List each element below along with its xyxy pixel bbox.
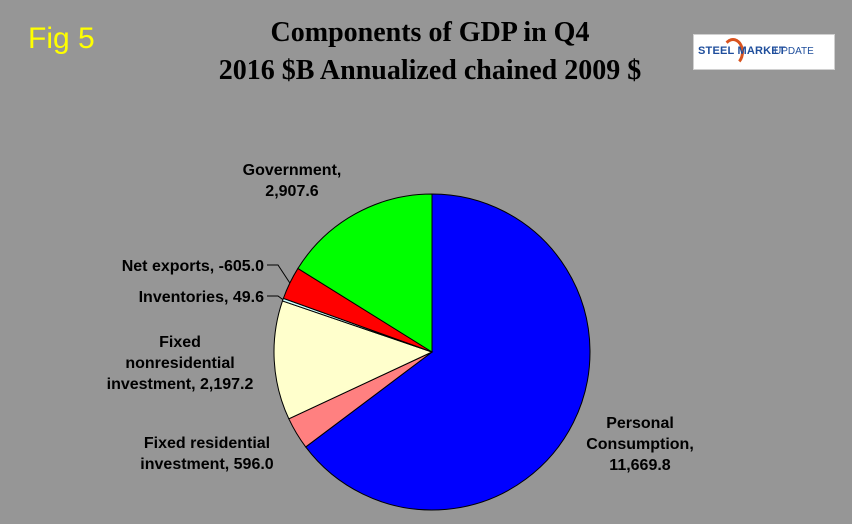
leader-line-3: [267, 295, 284, 301]
slice-label-1-line-1: investment, 596.0: [140, 456, 274, 473]
slice-label-0-line-0: Personal: [606, 415, 674, 432]
leader-line-4: [267, 264, 291, 284]
slice-label-2-line-2: investment, 2,197.2: [107, 376, 254, 393]
slice-label-4: Net exports, -605.0: [122, 258, 264, 275]
slice-label-1-line-0: Fixed residential: [144, 435, 270, 452]
slice-label-0-line-2: 11,669.8: [609, 457, 671, 474]
pie-slice-5: [297, 193, 433, 353]
slice-label-1: Fixed residential investment, 596.0: [140, 435, 274, 473]
slice-label-5-line-0: Government,: [243, 162, 342, 179]
slice-label-3-line-0: Inventories, 49.6: [139, 289, 264, 306]
logo-text-bold: STEEL MARKET: [698, 45, 786, 57]
chart-title: Components of GDP in Q4 2016 $B Annualiz…: [170, 14, 690, 90]
logo-arc-icon: [722, 38, 744, 66]
slice-label-2-line-1: nonresidential: [125, 355, 234, 372]
slice-label-0-line-1: Consumption,: [586, 436, 694, 453]
chart-title-line-1: Components of GDP in Q4: [270, 17, 590, 48]
slice-label-2-line-0: Fixed: [159, 334, 201, 351]
slice-label-4-line-0: Net exports, -605.0: [122, 258, 264, 275]
chart-title-line-2: 2016 $B Annualized chained 2009 $: [218, 55, 642, 86]
pie-slice-0: [304, 193, 591, 511]
slice-label-2: Fixed nonresidential investment, 2,197.2: [107, 334, 254, 393]
slice-label-5-line-1: 2,907.6: [265, 183, 318, 200]
figure-label: Fig 5: [28, 22, 95, 55]
slice-label-3: Inventories, 49.6: [139, 289, 264, 306]
slice-label-0: Personal Consumption, 11,669.8: [586, 415, 694, 474]
steel-market-update-logo: STEEL MARKET UPDATE: [693, 34, 835, 70]
logo-text-light: UPDATE: [774, 46, 814, 57]
slice-label-5: Government, 2,907.6: [243, 162, 342, 200]
pie-slice-2: [273, 300, 434, 420]
